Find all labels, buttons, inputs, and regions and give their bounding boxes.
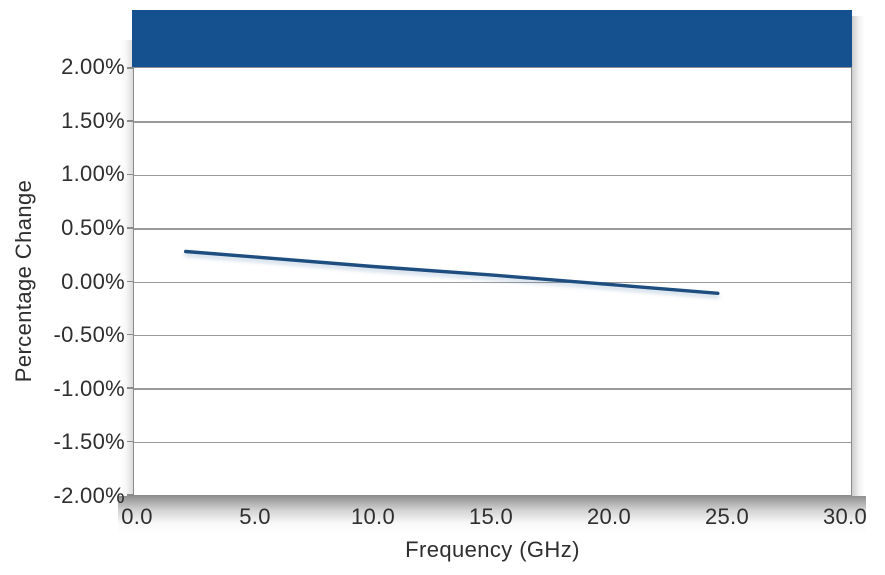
y-tick-label: -1.00% [53, 376, 125, 401]
y-tick-mark [127, 120, 134, 122]
gridline [134, 441, 851, 444]
x-axis-title: Frequency (GHz) [405, 537, 580, 562]
gridline [134, 388, 851, 390]
y-tick-mark [127, 280, 134, 282]
x-tick-label: 5.0 [239, 504, 271, 529]
gridline [134, 174, 851, 177]
plot-area [127, 67, 852, 496]
top-band [132, 10, 852, 67]
y-tick-mark [127, 227, 134, 229]
gridline [134, 228, 851, 230]
x-tick-label: 0.0 [121, 504, 153, 529]
x-tick-label: 10.0 [350, 504, 396, 529]
x-tick-label: 25.0 [704, 504, 750, 529]
y-tick-mark [127, 333, 134, 336]
plot-shadow-bottom [118, 496, 866, 534]
y-tick-mark [127, 494, 134, 496]
gridline [134, 281, 851, 283]
y-tick-mark [127, 173, 134, 176]
y-tick-mark [127, 67, 134, 69]
y-tick-label: -1.50% [53, 429, 125, 454]
x-tick-label: 20.0 [586, 504, 632, 529]
y-tick-label: 0.00% [61, 269, 125, 294]
y-tick-label: -2.00% [53, 483, 125, 508]
x-tick-label: 15.0 [468, 504, 514, 529]
y-tick-label: -0.50% [53, 322, 125, 347]
plot-shadow-right [852, 16, 865, 496]
x-tick-label: 30.0 [822, 504, 868, 529]
y-tick-label: 1.00% [61, 161, 125, 186]
y-axis-title: Percentage Change [11, 179, 36, 383]
gridline [134, 121, 851, 123]
y-tick-mark [127, 387, 134, 389]
y-tick-label: 1.50% [61, 108, 125, 133]
y-tick-label: 0.50% [61, 215, 125, 240]
y-tick-mark [127, 440, 134, 443]
gridline [134, 334, 851, 337]
plot-shadow-left [120, 40, 133, 496]
y-tick-label: 2.00% [61, 54, 125, 79]
